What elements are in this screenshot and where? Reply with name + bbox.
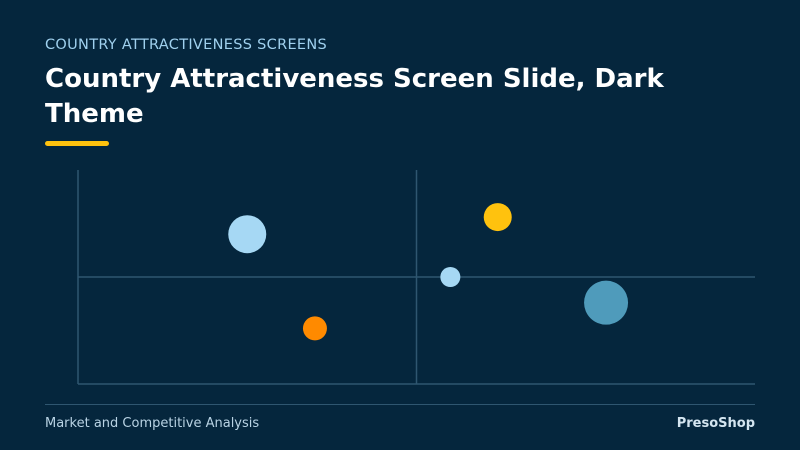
footer-brand: PresoShop (676, 416, 755, 431)
bubble-point-5 (584, 280, 629, 325)
bubble-point-1 (228, 215, 267, 254)
slide-eyebrow: COUNTRY ATTRACTIVENESS SCREENS (45, 37, 328, 53)
chart-axes (77, 170, 755, 385)
bubble-point-2 (302, 316, 327, 341)
footer-divider (45, 404, 755, 405)
bubble-point-3 (440, 267, 461, 287)
bubble-point-4 (483, 203, 512, 232)
slide-title: Country Attractiveness Screen Slide, Dar… (45, 64, 664, 129)
chart-points (228, 203, 629, 341)
footer-section-label: Market and Competitive Analysis (45, 416, 260, 431)
title-accent-bar (45, 141, 109, 146)
